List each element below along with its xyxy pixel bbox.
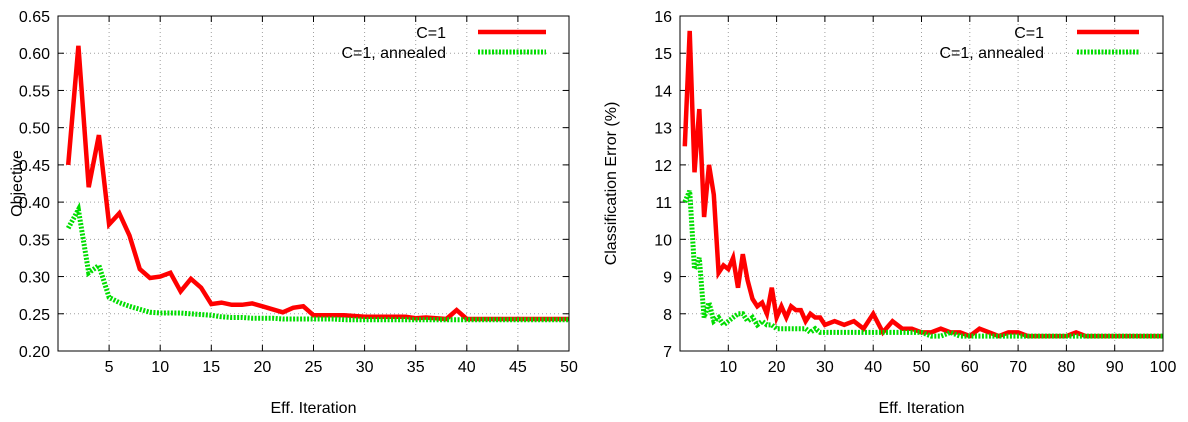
- y-axis-label: Classification Error (%): [603, 102, 620, 266]
- x-tick-label: 90: [1106, 359, 1124, 376]
- x-axis-label: Eff. Iteration: [879, 400, 965, 417]
- x-tick-label: 25: [305, 359, 323, 376]
- y-tick-label: 13: [654, 121, 672, 138]
- x-tick-label: 30: [356, 359, 374, 376]
- legend: C=1 C=1, annealed: [341, 25, 546, 62]
- y-tick-label: 11: [655, 195, 672, 212]
- y-tick-label: 0.45: [19, 158, 50, 175]
- x-tick-label: 20: [254, 359, 272, 376]
- plot-frame: [57, 15, 570, 352]
- y-tick-label: 0.50: [19, 121, 50, 138]
- y-tick-label: 0.25: [19, 307, 50, 324]
- y-tick-label: 0.60: [19, 46, 50, 63]
- legend-label: C=1: [416, 25, 446, 42]
- y-tick-label: 10: [654, 232, 672, 249]
- series-line-c1: [65, 45, 569, 322]
- plot-frame: [679, 15, 1164, 352]
- x-tick-label: 20: [768, 359, 786, 376]
- x-tick-label: 35: [407, 359, 425, 376]
- y-tick-label: 0.35: [19, 232, 50, 249]
- series-line-c1-annealed: [66, 202, 569, 323]
- y-tick-label: 0.20: [19, 344, 50, 361]
- x-tick-label: 15: [202, 359, 220, 376]
- series-line-c1-annealed: [682, 189, 1163, 339]
- y-tick-label: 0.40: [19, 195, 50, 212]
- x-tick-label: 10: [719, 359, 737, 376]
- y-tick-label: 9: [663, 270, 672, 287]
- legend-label: C=1, annealed: [939, 45, 1044, 62]
- legend-label: C=1: [1014, 25, 1044, 42]
- x-tick-label: 60: [961, 359, 979, 376]
- x-tick-label: 50: [913, 359, 931, 376]
- chart-2: 10 20 30 40 50 60 70 80 90 100 7 8 9 10 11 12 13 14 15 16 Ef…: [603, 9, 1176, 417]
- legend: C=1 C=1, annealed: [939, 25, 1139, 62]
- x-tick-label: 10: [151, 359, 169, 376]
- y-tick-label: 14: [654, 83, 672, 100]
- x-tick-label: 70: [1009, 359, 1027, 376]
- x-axis-label: Eff. Iteration: [271, 400, 357, 417]
- x-tick-label: 40: [864, 359, 882, 376]
- y-tick-label: 12: [654, 158, 672, 175]
- legend-label: C=1, annealed: [341, 45, 446, 62]
- y-tick-label: 0.65: [19, 9, 50, 26]
- x-tick-label: 45: [509, 359, 527, 376]
- y-tick-label: 15: [654, 46, 672, 63]
- x-tick-label: 50: [560, 359, 578, 376]
- y-tick-label: 8: [663, 307, 672, 324]
- y-tick-label: 16: [654, 9, 672, 26]
- x-tick-label: 40: [458, 359, 476, 376]
- x-tick-label: 30: [816, 359, 834, 376]
- y-axis-label: Objective: [9, 150, 26, 217]
- y-tick-label: 0.55: [19, 83, 50, 100]
- x-tick-label: 100: [1150, 359, 1177, 376]
- x-tick-label: 5: [105, 359, 114, 376]
- chart-1: 5 10 15 20 25 30 35 40 45 50 0.20 0.25 0.30 0.35 0.40 0…: [9, 9, 578, 417]
- y-tick-label: 0.30: [19, 270, 50, 287]
- y-tick-label: 7: [663, 344, 672, 361]
- x-tick-label: 80: [1058, 359, 1076, 376]
- series-line-c1: [682, 30, 1163, 339]
